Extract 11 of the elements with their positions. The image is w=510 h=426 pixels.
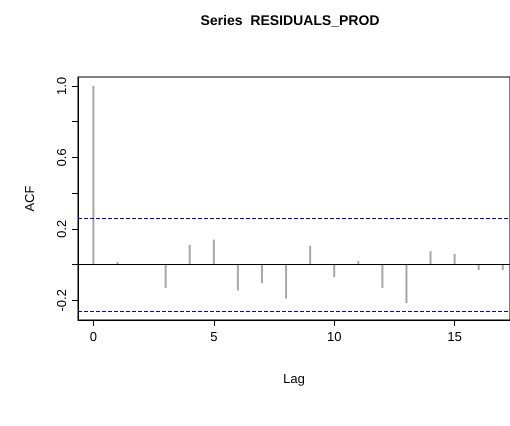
y-tick-label: 1.0: [54, 76, 69, 95]
y-tick-label: -0.2: [54, 289, 69, 312]
y-tick-label: 0.2: [54, 220, 69, 238]
y-tick-label: 0.6: [54, 148, 69, 166]
x-tick-label: 0: [90, 329, 98, 344]
y-axis-title: ACF: [22, 185, 37, 212]
x-tick-label: 5: [210, 329, 218, 344]
x-tick-label: 15: [447, 329, 462, 344]
chart-title: Series RESIDUALS_PROD: [200, 12, 380, 28]
x-tick-label: 10: [326, 329, 342, 344]
x-axis-title: Lag: [283, 371, 305, 386]
